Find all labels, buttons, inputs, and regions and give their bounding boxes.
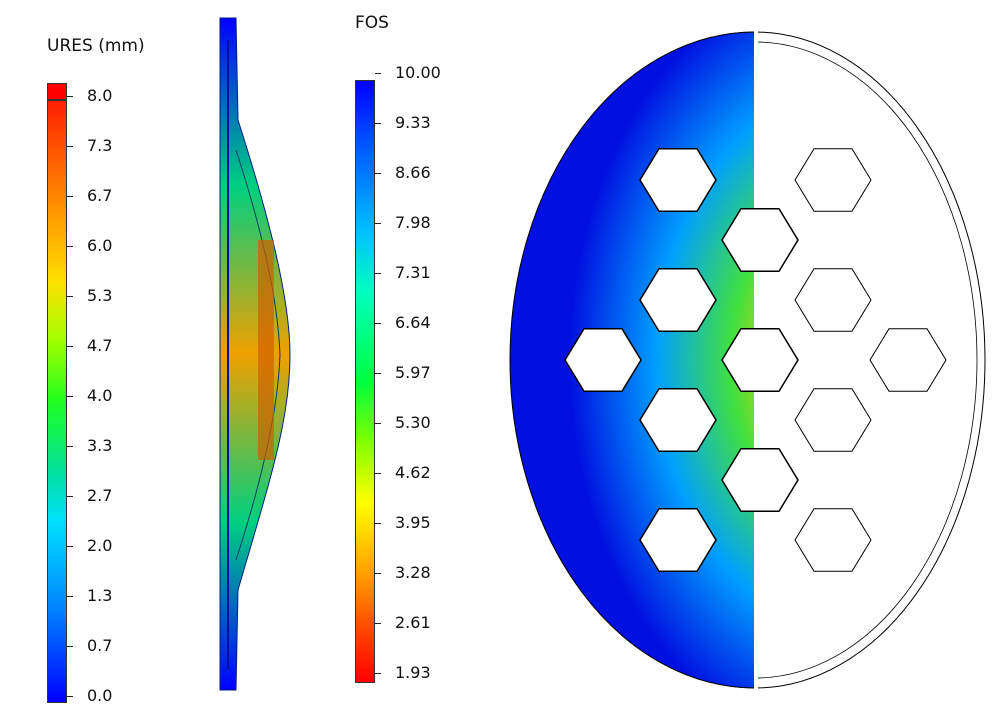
hexagon-cutout bbox=[721, 207, 799, 273]
ures-tick-label: 1.3 bbox=[87, 586, 113, 605]
fos-tick-label: 7.98 bbox=[395, 213, 431, 232]
ures-tick-label: 6.7 bbox=[87, 186, 113, 205]
fos-tick-mark bbox=[375, 173, 381, 174]
ures-tick-label: 2.7 bbox=[87, 486, 113, 505]
hexagon-cutout bbox=[794, 268, 872, 332]
hexagon-cutout bbox=[639, 387, 717, 453]
fos-tick-mark bbox=[375, 223, 381, 224]
ures-tick-mark bbox=[67, 346, 73, 347]
fos-tick-label: 5.30 bbox=[395, 413, 431, 432]
fos-tick-mark bbox=[375, 623, 381, 624]
ures-tick-label: 0.0 bbox=[87, 686, 113, 705]
fos-tick-label: 2.61 bbox=[395, 613, 431, 632]
ures-tick-label: 7.3 bbox=[87, 136, 113, 155]
ures-tick-label: 5.3 bbox=[87, 286, 113, 305]
fos-tick-mark bbox=[375, 523, 381, 524]
ures-tick-label: 4.0 bbox=[87, 386, 113, 405]
fos-tick-mark bbox=[375, 423, 381, 424]
ures-tick-mark bbox=[67, 146, 73, 147]
ures-tick-mark bbox=[67, 696, 73, 697]
ures-tick-mark bbox=[67, 96, 73, 97]
fos-tick-label: 3.95 bbox=[395, 513, 431, 532]
ures-tick-mark bbox=[67, 196, 73, 197]
ures-tick-label: 2.0 bbox=[87, 536, 113, 555]
ures-tick-mark bbox=[67, 296, 73, 297]
fos-color-bar bbox=[355, 80, 375, 683]
ures-tick-mark bbox=[67, 596, 73, 597]
hexagon-cutout bbox=[794, 508, 872, 572]
ures-tick-label: 0.7 bbox=[87, 636, 113, 655]
ures-tick-mark bbox=[67, 546, 73, 547]
fos-tick-label: 1.93 bbox=[395, 663, 431, 682]
fos-tick-label: 10.00 bbox=[395, 63, 441, 82]
ures-tick-mark bbox=[67, 446, 73, 447]
fos-tick-label: 4.62 bbox=[395, 463, 431, 482]
fos-tick-mark bbox=[375, 673, 381, 674]
ures-tick-label: 4.7 bbox=[87, 336, 113, 355]
ures-tick-mark bbox=[67, 496, 73, 497]
hexagon-cutout bbox=[794, 148, 872, 212]
ures-tick-label: 8.0 bbox=[87, 86, 113, 105]
ures-max-swatch bbox=[47, 83, 67, 100]
fos-tick-label: 5.97 bbox=[395, 363, 431, 382]
hexagon-cutout bbox=[639, 267, 717, 333]
fos-tick-mark bbox=[375, 573, 381, 574]
ures-tick-label: 3.3 bbox=[87, 436, 113, 455]
fos-tick-label: 9.33 bbox=[395, 113, 431, 132]
ures-tick-label: 6.0 bbox=[87, 236, 113, 255]
hexagon-cutout bbox=[639, 147, 717, 213]
ures-tick-mark bbox=[67, 246, 73, 247]
fos-tick-mark bbox=[375, 373, 381, 374]
fos-legend-title: FOS bbox=[355, 13, 389, 33]
hexagon-cutout bbox=[721, 447, 799, 513]
fos-tick-label: 7.31 bbox=[395, 263, 431, 282]
hexagon-cutout bbox=[869, 328, 947, 392]
ures-tick-mark bbox=[67, 646, 73, 647]
fos-tick-label: 6.64 bbox=[395, 313, 431, 332]
hexagon-cutout bbox=[639, 507, 717, 573]
fos-tick-label: 8.66 bbox=[395, 163, 431, 182]
fos-tick-label: 3.28 bbox=[395, 563, 431, 582]
ures-color-bar bbox=[47, 100, 67, 703]
fos-tick-mark bbox=[375, 323, 381, 324]
hexagon-cutout bbox=[564, 327, 642, 393]
hexagon-cutouts bbox=[564, 147, 947, 573]
fos-tick-mark bbox=[375, 123, 381, 124]
ures-tick-mark bbox=[67, 396, 73, 397]
fos-tick-mark bbox=[375, 273, 381, 274]
ures-legend-title: URES (mm) bbox=[47, 36, 145, 56]
side-profile-model bbox=[219, 17, 291, 691]
fos-tick-mark bbox=[375, 73, 381, 74]
fos-tick-mark bbox=[375, 473, 381, 474]
hexagon-cutout bbox=[794, 388, 872, 452]
hexagon-cutout bbox=[721, 327, 799, 393]
